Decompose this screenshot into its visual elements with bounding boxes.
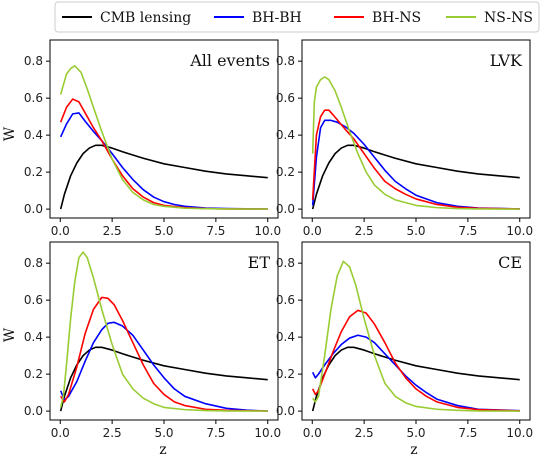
panel-title-1: LVK [490,51,523,70]
series-line-p2-2 [60,296,268,412]
series-line-p1-3 [311,76,520,210]
series-line-p2-1 [59,321,268,412]
x-tick-label-p1-2: 5.0 [406,224,425,238]
legend: CMB lensing BH-BH BH-NS NS-NS [54,1,540,33]
y-tick-label-p3-0: 0.0 [276,404,295,418]
x-axis-label-left: z [159,442,166,458]
series-line-p0-1 [59,112,268,210]
x-tick-label-p2-4: 10.0 [254,426,281,440]
y-tick-label-p2-3: 0.6 [24,293,43,307]
x-tick-label-p2-3: 7.5 [206,426,225,440]
x-tick-label-p1-1: 2.5 [355,224,374,238]
y-tick-label-p1-0: 0.0 [276,202,295,216]
y-tick-label-p1-3: 0.6 [276,91,295,105]
series-line-p3-2 [311,309,520,412]
legend-label-0: CMB lensing [100,10,191,26]
y-axis-label-top: W [2,126,18,141]
series-line-p3-0 [311,346,520,412]
x-tick-label-p0-4: 10.0 [254,224,281,238]
y-tick-label-p1-2: 0.4 [276,128,295,142]
y-axis-label-bottom: W [2,327,18,342]
legend-label-3: NS-NS [484,10,533,26]
panel-3: 0.0 0.2 0.4 0.6 0.8 0.0 2.5 5.0 7.5 10.0 CE [276,241,533,440]
x-tick-label-p0-1: 2.5 [103,224,122,238]
x-axis-label-right: z [410,442,417,458]
legend-label-1: BH-BH [252,10,302,26]
y-tick-label-p0-2: 0.4 [24,128,43,142]
legend-frame [54,1,540,33]
y-tick-label-p3-1: 0.2 [276,367,295,381]
series-line-p1-2 [311,109,520,210]
x-tick-label-p3-3: 7.5 [458,426,477,440]
x-tick-label-p0-2: 5.0 [154,224,173,238]
legend-entry-3: NS-NS [446,10,533,26]
panel-2: 0.0 0.2 0.4 0.6 0.8 0.0 2.5 5.0 7.5 10.0 ET [24,241,281,440]
legend-entry-1: BH-BH [214,10,302,26]
legend-entry-2: BH-NS [334,10,421,26]
y-tick-label-p2-2: 0.4 [24,330,43,344]
legend-label-2: BH-NS [372,10,421,26]
panel-frame-3 [301,241,531,421]
y-tick-label-p0-0: 0.0 [24,202,43,216]
y-tick-label-p2-4: 0.8 [24,256,43,270]
x-tick-label-p0-3: 7.5 [206,224,225,238]
y-tick-label-p0-3: 0.6 [24,91,43,105]
x-tick-label-p1-4: 10.0 [506,224,533,238]
y-tick-label-p0-1: 0.2 [24,165,43,179]
legend-entry-0: CMB lensing [62,10,191,26]
series-line-p2-0 [59,346,268,412]
x-tick-label-p2-0: 0.0 [51,426,70,440]
series-line-p0-3 [59,64,268,210]
series-line-p1-1 [311,119,520,210]
series-line-p2-3 [59,251,268,412]
y-tick-label-p3-2: 0.4 [276,330,295,344]
x-tick-label-p3-2: 5.0 [406,426,425,440]
panel-1: 0.0 0.2 0.4 0.6 0.8 0.0 2.5 5.0 7.5 10.0 LVK [276,39,533,238]
series-line-p0-2 [59,98,268,210]
panel-0: 0.0 0.2 0.4 0.6 0.8 0.0 2.5 5.0 7.5 10.0 All event… [24,39,281,238]
series-line-p1-0 [311,144,520,210]
series-line-p3-1 [311,334,520,412]
y-tick-label-p3-4: 0.8 [276,256,295,270]
series-line-p3-3 [312,260,520,412]
panels: 0.0 0.2 0.4 0.6 0.8 0.0 2.5 5.0 7.5 10.0 All event… [24,39,533,440]
y-tick-label-p1-1: 0.2 [276,165,295,179]
series-line-p0-0 [59,144,268,210]
x-tick-label-p1-3: 7.5 [458,224,477,238]
y-tick-label-p2-0: 0.0 [24,404,43,418]
x-tick-label-p3-1: 2.5 [355,426,374,440]
panel-title-2: ET [248,253,271,272]
x-tick-label-p3-4: 10.0 [506,426,533,440]
panel-title-3: CE [498,253,522,272]
x-tick-label-p1-0: 0.0 [303,224,322,238]
panel-title-0: All events [189,51,270,70]
y-tick-label-p0-4: 0.8 [24,54,43,68]
y-tick-label-p3-3: 0.6 [276,293,295,307]
y-tick-label-p1-4: 0.8 [276,54,295,68]
x-tick-label-p3-0: 0.0 [303,426,322,440]
x-tick-label-p2-2: 5.0 [154,426,173,440]
y-tick-label-p2-1: 0.2 [24,367,43,381]
x-tick-label-p0-0: 0.0 [51,224,70,238]
x-tick-label-p2-1: 2.5 [103,426,122,440]
